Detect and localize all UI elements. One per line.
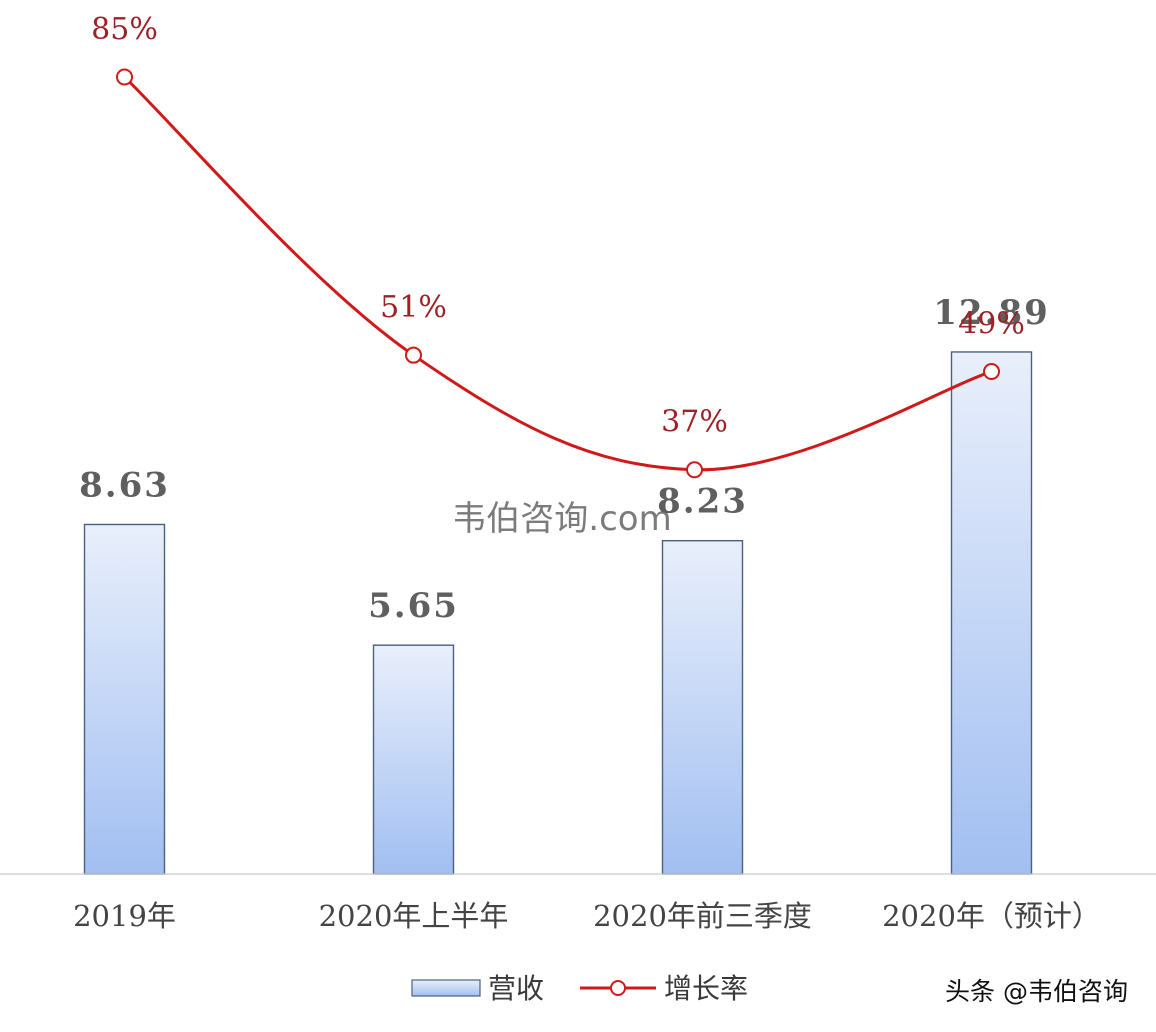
revenue-value-label: 5.65 xyxy=(368,586,459,626)
legend: 营收 增长率 xyxy=(411,972,748,1005)
legend-swatch-revenue xyxy=(411,979,481,997)
revenue-bar xyxy=(372,644,455,875)
growth-rate-marker xyxy=(983,363,1000,381)
growth-rate-marker xyxy=(405,346,422,364)
legend-marker-growth xyxy=(610,980,626,996)
revenue-bar xyxy=(661,539,744,875)
revenue-value-label: 8.63 xyxy=(79,465,170,505)
revenue-value-label: 12.89 xyxy=(933,293,1049,333)
growth-rate-label: 51% xyxy=(380,290,447,325)
watermark: 韦伯咨询.com xyxy=(452,499,671,539)
legend-label-revenue: 营收 xyxy=(488,972,544,1005)
x-tick-label: 2020年上半年 xyxy=(319,899,509,933)
x-tick-label: 2020年（预计） xyxy=(882,899,1101,933)
x-tick-label: 2020年前三季度 xyxy=(593,899,812,933)
growth-rate-line xyxy=(123,75,992,472)
attribution-text: 头条 @韦伯咨询 xyxy=(945,977,1128,1006)
revenue-value-label: 8.23 xyxy=(657,482,748,522)
revenue-bar xyxy=(83,523,166,875)
legend-label-growth: 增长率 xyxy=(664,972,748,1005)
growth-rate-marker xyxy=(686,461,703,479)
growth-rate-marker xyxy=(116,68,133,86)
growth-rate-label: 37% xyxy=(661,405,728,440)
revenue-bar xyxy=(950,351,1033,875)
x-tick-label: 2019年 xyxy=(73,899,176,933)
growth-rate-label: 49% xyxy=(958,307,1025,342)
growth-rate-label: 85% xyxy=(91,12,158,47)
